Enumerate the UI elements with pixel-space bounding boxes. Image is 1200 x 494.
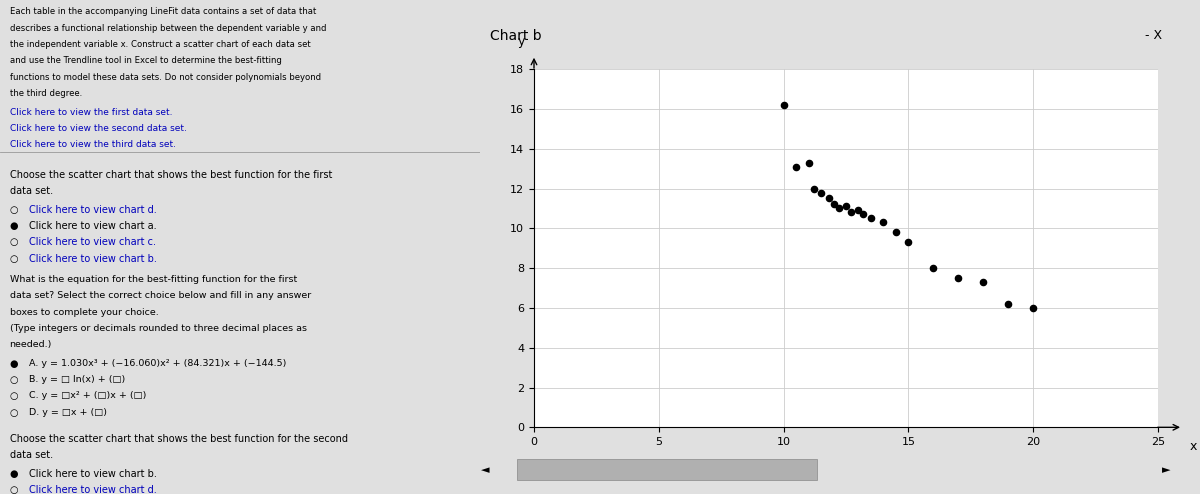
Text: D. y = □x + (□): D. y = □x + (□) (29, 408, 107, 417)
Text: describes a functional relationship between the dependent variable y and: describes a functional relationship betw… (10, 24, 326, 33)
Text: Each table in the accompanying LineFit data contains a set of data that: Each table in the accompanying LineFit d… (10, 7, 316, 16)
Text: ◄: ◄ (481, 465, 490, 476)
Point (854, 210, 874, 218)
Text: Choose the scatter chart that shows the best function for the first: Choose the scatter chart that shows the … (10, 170, 332, 180)
Point (899, 238, 918, 246)
Point (818, 195, 838, 203)
Point (887, 228, 906, 236)
Text: ●: ● (10, 359, 18, 369)
Point (874, 218, 893, 226)
Point (786, 163, 805, 170)
Text: - X: - X (1145, 29, 1162, 42)
Text: Click here to view chart b.: Click here to view chart b. (29, 469, 157, 479)
Text: Click here to view chart d.: Click here to view chart d. (29, 205, 156, 215)
Point (862, 214, 881, 222)
Text: data set.: data set. (10, 451, 53, 460)
Text: ○: ○ (10, 238, 18, 247)
Text: functions to model these data sets. Do not consider polynomials beyond: functions to model these data sets. Do n… (10, 73, 320, 82)
Point (949, 274, 968, 282)
Text: Chart b: Chart b (490, 29, 541, 43)
Text: What is the equation for the best-fitting function for the first: What is the equation for the best-fittin… (10, 275, 296, 284)
Point (973, 278, 992, 286)
Text: Choose the scatter chart that shows the best function for the second: Choose the scatter chart that shows the … (10, 434, 348, 444)
Point (774, 101, 793, 109)
Point (824, 201, 844, 208)
Text: ○: ○ (10, 392, 18, 402)
Point (1024, 304, 1043, 312)
Text: C. y = □x² + (□)x + (□): C. y = □x² + (□)x + (□) (29, 392, 146, 401)
Text: ○: ○ (10, 205, 18, 215)
Point (804, 185, 823, 193)
Bar (517, 459, 817, 480)
Text: Click here to view the second data set.: Click here to view the second data set. (10, 124, 186, 133)
Text: Click here to view chart d.: Click here to view chart d. (29, 486, 156, 494)
Text: ○: ○ (10, 254, 18, 264)
Text: Click here to view chart a.: Click here to view chart a. (29, 221, 156, 231)
Text: x: x (1189, 440, 1196, 453)
Point (836, 203, 856, 210)
Text: and use the Trendline tool in Excel to determine the best-fitting: and use the Trendline tool in Excel to d… (10, 56, 282, 65)
Text: the third degree.: the third degree. (10, 89, 82, 98)
Point (799, 159, 818, 166)
Text: ○: ○ (10, 375, 18, 385)
Point (848, 206, 868, 214)
Point (924, 264, 943, 272)
Text: ●: ● (10, 221, 18, 231)
Text: B. y = □ ln(x) + (□): B. y = □ ln(x) + (□) (29, 375, 125, 384)
Point (811, 189, 830, 197)
Text: data set.: data set. (10, 186, 53, 196)
Text: ○: ○ (10, 408, 18, 418)
Text: ○: ○ (10, 486, 18, 494)
Text: Click here to view chart b.: Click here to view chart b. (29, 254, 157, 264)
Text: (Type integers or decimals rounded to three decimal places as: (Type integers or decimals rounded to th… (10, 324, 307, 333)
Text: Click here to view the first data set.: Click here to view the first data set. (10, 108, 172, 117)
Text: ►: ► (1162, 465, 1170, 476)
Text: Click here to view the third data set.: Click here to view the third data set. (10, 140, 175, 149)
Point (841, 208, 860, 216)
Text: Click here to view chart c.: Click here to view chart c. (29, 238, 156, 247)
Text: boxes to complete your choice.: boxes to complete your choice. (10, 308, 158, 317)
Text: needed.): needed.) (10, 340, 52, 349)
Text: y: y (518, 35, 526, 48)
Point (829, 205, 848, 212)
Point (998, 300, 1018, 308)
Text: ●: ● (10, 469, 18, 479)
Text: A. y = 1.030x³ + (−16.060)x² + (84.321)x + (−144.5): A. y = 1.030x³ + (−16.060)x² + (84.321)x… (29, 359, 286, 368)
Text: data set? Select the correct choice below and fill in any answer: data set? Select the correct choice belo… (10, 291, 311, 300)
Text: the independent variable x. Construct a scatter chart of each data set: the independent variable x. Construct a … (10, 40, 311, 49)
